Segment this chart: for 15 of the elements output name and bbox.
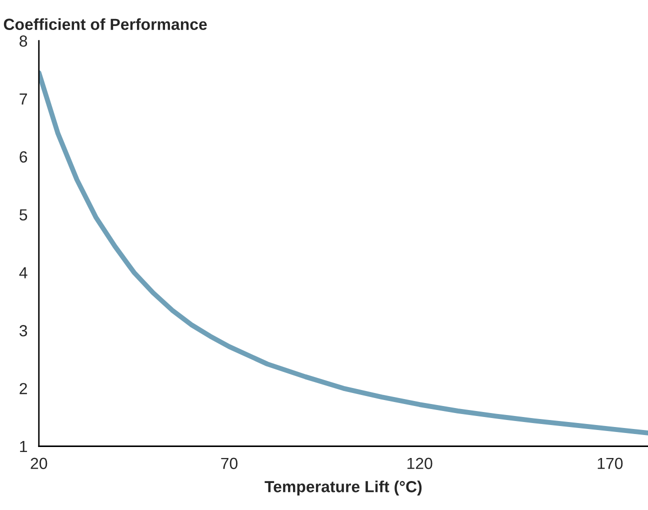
y-axis-title: Coefficient of Performance	[4, 18, 207, 30]
x-tick-label: 70	[221, 458, 238, 470]
y-tick-label: 4	[19, 267, 28, 278]
y-tick-label: 8	[20, 35, 28, 47]
x-tick-label: 20	[30, 458, 48, 470]
y-tick-label: 7	[20, 94, 27, 105]
x-tick-label: 120	[407, 458, 432, 470]
x-tick-label: 170	[598, 458, 623, 470]
y-tick-label: 3	[19, 325, 28, 336]
y-tick-label: 1	[20, 441, 27, 452]
x-axis-title: Temperature Lift (°C)	[264, 480, 422, 496]
y-tick-label: 6	[20, 151, 28, 163]
y-tick-label: 5	[20, 209, 28, 221]
y-tick-label: 2	[20, 382, 27, 394]
line-series	[38, 70, 648, 436]
